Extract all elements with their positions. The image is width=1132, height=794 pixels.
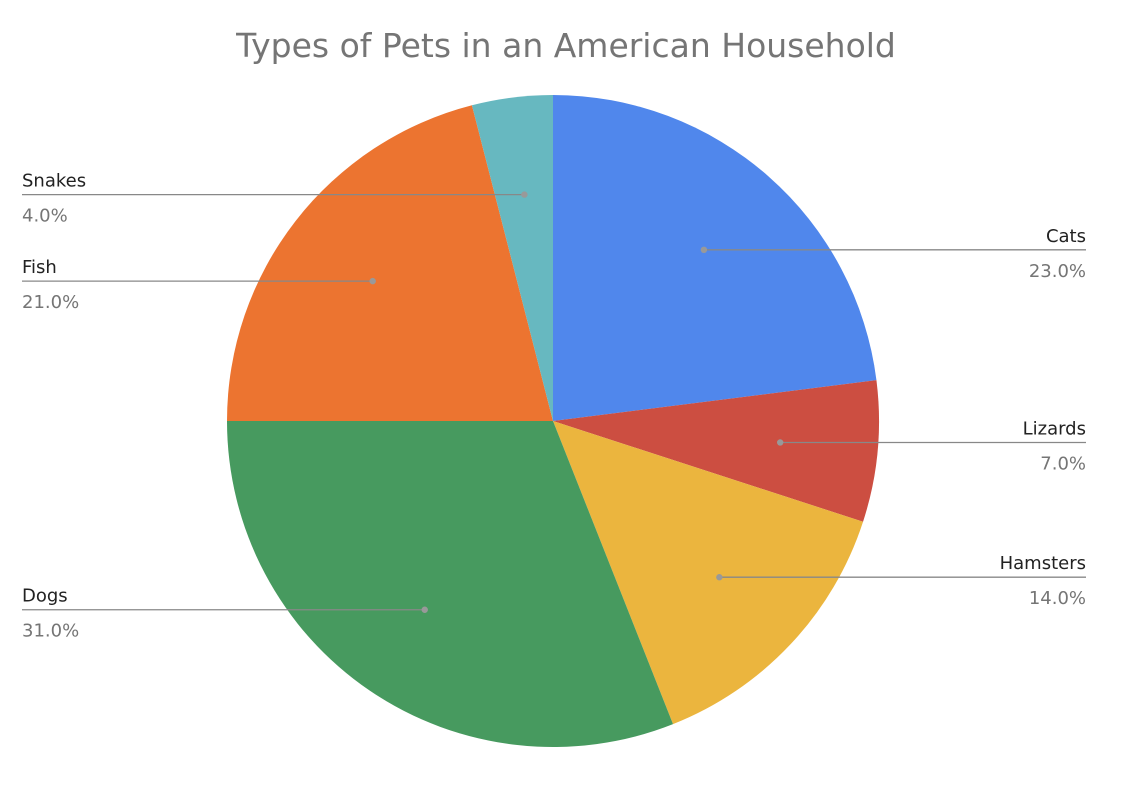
slice-label-fish: Fish — [22, 257, 57, 278]
slice-value-cats: 23.0% — [1029, 261, 1086, 282]
slice-value-dogs: 31.0% — [22, 621, 79, 642]
slices-layer — [227, 95, 879, 748]
leader-dot-snakes — [521, 191, 528, 198]
leader-dot-cats — [700, 246, 708, 254]
slice-label-hamsters: Hamsters — [1000, 553, 1086, 574]
leader-dot-hamsters — [716, 574, 723, 581]
pie-slice-hamsters[interactable] — [553, 421, 864, 725]
slice-label-cats: Cats — [1046, 226, 1086, 247]
leader-dot-lizards — [776, 439, 784, 446]
slice-value-lizards: 7.0% — [1040, 453, 1086, 474]
pie-slice-snakes[interactable] — [471, 95, 553, 421]
labels-layer: Cats 23.0% Lizards 7.0% Hamsters 14.0% Dogs 31.… — [22, 171, 1086, 642]
chart-title: Types of Pets in an American Household — [236, 26, 896, 65]
pie-slice-fish[interactable] — [227, 105, 553, 422]
pie-slice-cats[interactable] — [553, 95, 877, 421]
slice-value-fish: 21.0% — [22, 292, 79, 313]
leader-dot-dogs — [421, 606, 428, 613]
slice-label-snakes: Snakes — [22, 171, 86, 192]
slice-label-dogs: Dogs — [22, 586, 68, 607]
slice-label-lizards: Lizards — [1023, 418, 1086, 439]
slice-value-snakes: 4.0% — [22, 206, 68, 227]
leader-lines-layer — [22, 191, 1086, 613]
pie-slice-lizards[interactable] — [553, 380, 879, 522]
leader-dot-fish — [369, 277, 376, 285]
slice-value-hamsters: 14.0% — [1029, 588, 1086, 609]
pie-slice-dogs[interactable] — [227, 421, 674, 748]
